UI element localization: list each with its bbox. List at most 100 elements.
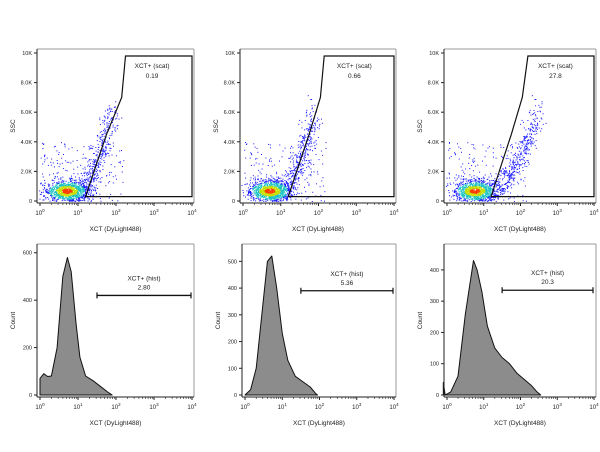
y-tick-label: 4.0K [428,140,440,146]
x-tick-label: 102 [111,208,121,217]
x-tick-label: 103 [149,208,159,217]
x-tick-label: 101 [276,208,286,217]
y-tick-label: 10K [429,51,439,57]
y-tick-label: 0 [436,393,439,399]
x-tick-label: 102 [516,402,526,411]
gate-name-label: XCT+ (hist) [531,270,564,277]
panel-top-1: XCT+ (scat)0.1910010110210310402.0K4.0K6… [10,49,197,233]
x-tick-label: 103 [149,402,159,411]
x-tick-label: 100 [442,208,452,217]
y-tick-label: 0 [436,199,439,205]
y-tick-label: 8.0K [224,81,236,87]
density-dots [242,95,327,202]
y-axis-label: SSC [213,119,220,133]
gate-percent-label: 27.8 [549,73,562,80]
x-tick-label: 104 [389,402,399,411]
x-tick-label: 101 [73,208,83,217]
x-tick-label: 100 [35,208,45,217]
x-tick-label: 102 [315,402,325,411]
x-tick-label: 104 [589,402,599,411]
y-tick-label: 0 [29,393,32,399]
x-tick-label: 103 [553,402,563,411]
gate-name-label: XCT+ (scat) [337,63,372,70]
x-tick-label: 104 [389,208,399,217]
x-tick-label: 103 [352,402,362,411]
x-tick-label: 101 [479,402,489,411]
histogram-area [245,256,318,395]
y-tick-label: 2.0K [428,169,440,175]
y-tick-label: 6.0K [21,110,33,116]
gate-polygon[interactable] [86,56,192,197]
x-tick-label: 103 [352,208,362,217]
x-axis-label: XCT (DyLight488) [293,420,345,427]
y-tick-label: 300 [228,313,237,319]
x-axis-label: XCT (DyLight488) [494,420,546,427]
gate-percent-label: 5.36 [341,280,354,287]
y-tick-label: 10K [225,51,235,57]
x-axis-label: XCT (DyLight488) [90,420,142,427]
y-tick-label: 2.0K [21,169,33,175]
x-tick-label: 100 [35,402,45,411]
x-tick-label: 100 [238,208,248,217]
y-axis-label: Count [10,312,17,330]
y-tick-label: 0 [232,199,235,205]
y-axis-label: Count [417,312,424,330]
panel-bottom-3: XCT+ (hist)20.31001011021031040100200300… [417,244,599,427]
x-tick-label: 104 [187,402,197,411]
panel-top-2: XCT+ (scat) 0.66 100 101 102 103 104 0 2.0K 4.0K 6… [213,49,399,233]
y-tick-label: 10K [22,51,32,57]
x-tick-label: 102 [314,208,324,217]
y-tick-label: 300 [430,299,439,305]
gate-name-label: XCT+ (scat) [135,63,170,70]
x-tick-label: 100 [240,402,250,411]
y-tick-label: 8.0K [21,81,33,87]
y-tick-label: 0 [234,393,237,399]
y-tick-label: 200 [430,330,439,336]
density-dots [39,101,124,202]
x-tick-label: 101 [479,208,489,217]
gate-percent-label: 0.66 [348,73,361,80]
y-tick-label: 200 [23,346,32,352]
y-tick-label: 6.0K [224,110,236,116]
y-tick-label: 400 [228,286,237,292]
y-tick-label: 6.0K [428,110,440,116]
x-tick-label: 104 [187,208,197,217]
x-axis-label: XCT (DyLight488) [90,226,142,233]
histogram-area [443,261,540,396]
y-tick-label: 4.0K [224,140,236,146]
y-axis-label: SSC [417,119,424,133]
gate-percent-label: 0.19 [146,73,159,80]
gate-percent-label: 2.80 [138,284,151,291]
y-tick-label: 2.0K [224,169,236,175]
y-tick-label: 400 [23,298,32,304]
x-axis-label: XCT (DyLight488) [292,226,344,233]
y-tick-label: 500 [228,259,237,265]
y-tick-label: 100 [430,362,439,368]
x-tick-label: 104 [589,208,599,217]
panel-top-3: XCT+ (scat) 27.8 100 101 102 103 104 0 2.0K 4.0K 6… [417,49,599,233]
y-tick-label: 200 [228,340,237,346]
y-tick-label: 100 [228,366,237,372]
y-tick-label: 4.0K [21,140,33,146]
x-tick-label: 101 [73,402,83,411]
x-tick-label: 102 [516,208,526,217]
y-axis-label: Count [215,312,222,330]
histogram-area [40,258,112,396]
gate-percent-label: 20.3 [541,279,554,286]
gate-name-label: XCT+ (hist) [330,271,363,278]
panel-bottom-1: XCT+ (hist) 2.80 100 101 102 103 104 0 200 400 600… [10,244,197,427]
y-tick-label: 400 [430,268,439,274]
x-tick-label: 100 [442,402,452,411]
x-tick-label: 103 [553,208,563,217]
gate-name-label: XCT+ (hist) [127,275,160,282]
y-tick-label: 8.0K [428,81,440,87]
x-tick-label: 102 [111,402,121,411]
gate-name-label: XCT+ (scat) [538,63,573,70]
panel-bottom-2: XCT+ (hist)5.361001011021031040100200300… [215,244,399,427]
y-axis-label: SSC [10,119,17,133]
gate-polygon[interactable] [288,56,394,197]
x-tick-label: 101 [278,402,288,411]
y-tick-label: 600 [23,251,32,257]
